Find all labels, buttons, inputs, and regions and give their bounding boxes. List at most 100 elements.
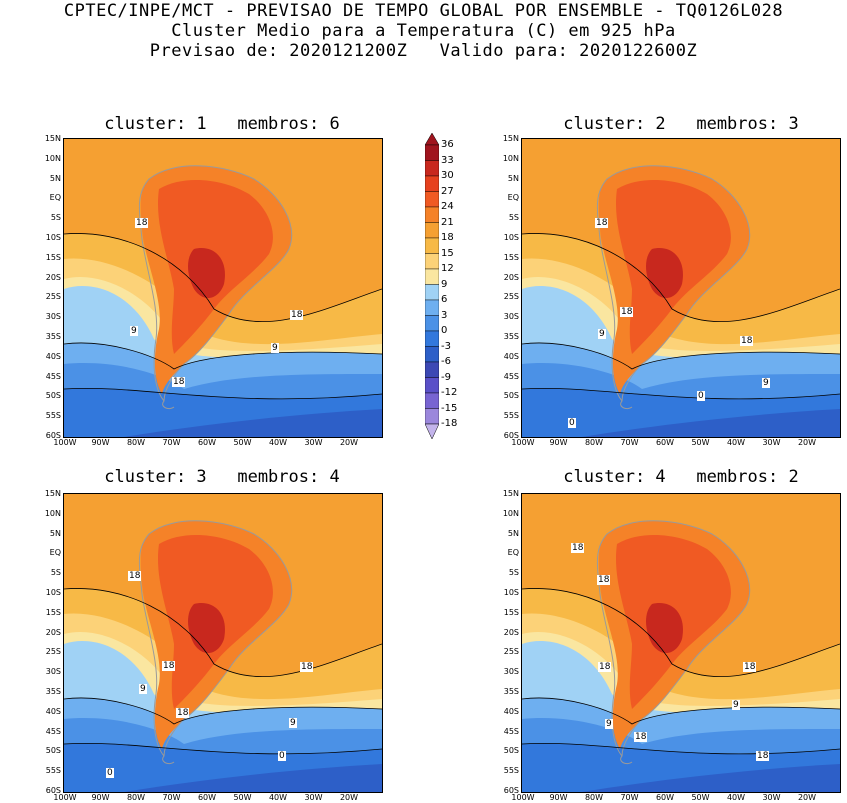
lat-tick-label: 55S [45,766,61,776]
lat-tick-label: 15S [45,252,61,262]
lon-tick-label: 40W [268,438,288,447]
lat-tick-label: 15S [503,252,519,262]
lat-tick-label: 25S [45,292,61,302]
contour-value-label: 18 [595,218,609,228]
panel-4-title: cluster: 4 membros: 2 [563,467,799,487]
panel-3-map [63,493,383,793]
lon-tick-label: 100W [511,438,535,447]
contour-value-label: 18 [176,708,190,718]
lat-tick-label: 5S [508,213,519,223]
lon-tick-label: 20W [339,793,359,802]
temperature-colorbar [425,133,439,440]
lat-tick-label: 50S [45,391,61,401]
temperature-field [64,494,382,792]
contour-value-label: 9 [762,378,770,388]
lat-tick-label: 20S [503,627,519,637]
lat-tick-label: 5S [508,568,519,578]
colorbar-swatch [425,237,439,254]
colorbar-tick-label: 3 [441,309,448,321]
colorbar-tick-label: -15 [441,402,458,414]
contour-value-label: 0 [106,768,114,778]
colorbar-swatch [425,299,439,316]
lon-tick-label: 60W [655,438,675,447]
colorbar-bottom-arrow [425,423,439,440]
lon-tick-label: 60W [655,793,675,802]
lat-tick-label: 10N [44,153,61,163]
lat-tick-label: 5S [50,568,61,578]
lat-tick-label: 10S [503,233,519,242]
lon-tick-label: 90W [91,438,110,447]
lat-tick-label: 60S [45,431,61,440]
lat-tick-label: 5S [50,213,61,223]
contour-value-label: 9 [289,718,297,728]
contour-value-label: 18 [571,543,585,553]
lat-tick-label: 40S [503,706,519,716]
lon-tick-label: 40W [268,793,288,802]
contour-value-label: 18 [598,662,612,672]
contour-value-label: 0 [697,391,705,401]
contour-value-label: 18 [634,732,648,742]
colorbar-swatch [425,346,439,363]
lat-tick-label: 40S [45,351,61,361]
contour-value-label: 18 [135,218,149,228]
colorbar-swatch [425,253,439,270]
lat-tick-label: 55S [45,411,61,421]
colorbar-tick-label: 0 [441,325,448,336]
contour-value-label: 9 [605,719,613,729]
lon-tick-label: 40W [726,438,746,447]
colorbar-tick-label: -9 [441,371,451,383]
lon-tick-label: 30W [762,793,781,802]
colorbar-swatch [425,408,439,425]
lon-tick-label: 40W [726,793,746,802]
lat-tick-label: 60S [503,786,519,795]
lat-tick-label: 5N [507,173,519,183]
colorbar-tick-label: 33 [441,154,454,166]
lat-tick-label: 45S [503,371,519,381]
colorbar-top-arrow [425,133,439,146]
lat-tick-label: 20S [503,272,519,282]
colorbar-swatch [425,175,439,192]
lat-tick-label: EQ [49,193,61,203]
lon-tick-label: 70W [162,793,181,802]
lat-tick-label: 40S [503,351,519,361]
lon-tick-label: 90W [549,793,568,802]
contour-value-label: 18 [300,662,314,672]
lon-tick-label: 80W [126,793,146,802]
contour-value-label: 9 [271,343,279,353]
lat-tick-label: 5N [507,528,519,538]
lat-tick-label: 15S [45,607,61,617]
lat-tick-label: 10S [503,588,519,597]
colorbar-swatch [425,191,439,208]
colorbar-tick-label: 21 [441,216,454,228]
temperature-field [522,494,840,792]
lat-tick-label: 45S [45,726,61,736]
temperature-field [64,139,382,437]
lat-tick-label: 20S [45,272,61,282]
lat-tick-label: 60S [45,786,61,795]
lat-tick-label: 30S [503,667,519,677]
lat-tick-label: 20S [45,627,61,637]
temperature-field [522,139,840,437]
colorbar-tick-label: -18 [441,418,458,429]
colorbar-swatch [425,315,439,332]
lon-tick-label: 30W [304,793,323,802]
colorbar-tick-label: 15 [441,247,454,259]
lat-tick-label: 30S [45,667,61,677]
lat-tick-label: 10S [45,233,61,242]
lat-tick-label: 15S [503,607,519,617]
lon-tick-label: 70W [620,793,639,802]
lon-tick-label: 50W [233,438,252,447]
lat-tick-label: 55S [503,411,519,421]
lat-tick-label: 25S [503,292,519,302]
lon-tick-label: 60W [197,793,217,802]
colorbar-swatch [425,284,439,301]
lat-tick-label: 45S [503,726,519,736]
colorbar-swatch [425,206,439,223]
colorbar-tick-label: 9 [441,278,448,290]
colorbar-swatch [425,361,439,378]
lat-tick-label: 35S [45,332,61,341]
colorbar-tick-label: 6 [441,294,448,305]
lon-tick-label: 90W [91,793,110,802]
lat-tick-label: 55S [503,766,519,776]
lat-tick-label: 15N [502,134,519,143]
